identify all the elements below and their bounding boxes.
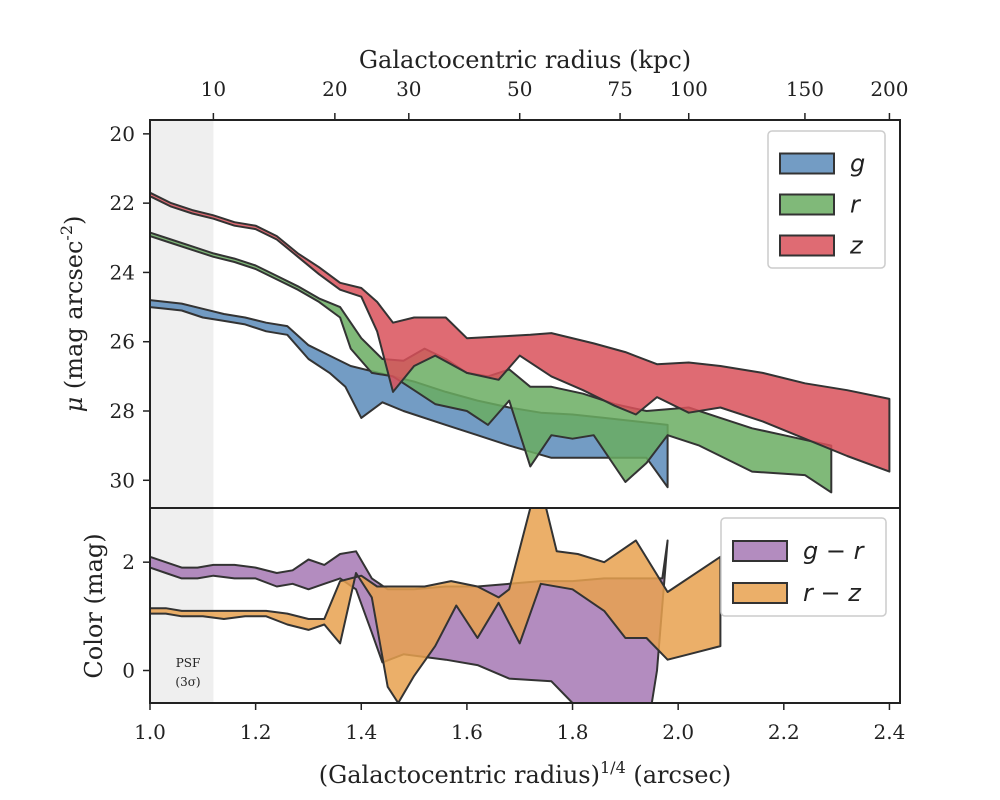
y-tick-label: 24 [110,260,135,284]
color-y-tick-label: 2 [122,550,135,574]
x-tick-label: 2.0 [662,720,694,744]
legend: g − r r − z [720,517,887,617]
top-x-tick-label: 100 [670,77,708,101]
x-tick-label: 1.4 [345,720,377,744]
psf-label: PSF [176,656,201,670]
y-tick-label: 20 [110,122,135,146]
bottom-panel-bands [150,508,722,703]
legend-swatch-r [779,193,835,216]
top-x-tick-label: 30 [396,77,421,101]
x-tick-label: 1.2 [240,720,272,744]
x-axis-label: (Galactocentric radius)1/4 (arcsec) [319,758,732,789]
y-tick-label: 30 [110,468,135,492]
psf-sigma-label: (3σ) [175,675,200,689]
x-tick-label: 1.6 [451,720,483,744]
color-y-tick-label: 0 [122,659,135,683]
x-tick-label: 2.4 [874,720,906,744]
x-tick-label: 1.0 [134,720,166,744]
legend-swatch-g [779,152,835,175]
bottom-panel-frame [149,507,901,704]
legend-label-g-minus-r: g − r [803,537,866,565]
y-axis-label: μ (mag arcsec-2) [57,216,88,413]
top-x-tick-label: 20 [322,77,347,101]
top-x-tick-label: 150 [786,77,824,101]
band-z [150,191,891,473]
color-y-axis-label: Color (mag) [80,533,108,678]
legend-label-z: z [849,232,864,260]
x-tick-label: 1.8 [557,720,589,744]
legend: grz [767,130,886,269]
band-r-minus-z [150,508,722,703]
band-r [150,231,833,494]
y-tick-label: 26 [110,330,135,354]
y-tick-label: 28 [110,399,135,423]
legend-label-r-minus-z: r − z [803,579,862,607]
top-axis-label: Galactocentric radius (kpc) [359,46,691,74]
top-x-tick-label: 10 [201,77,226,101]
top-x-tick-label: 50 [507,77,532,101]
legend-swatch-z [779,234,835,257]
top-x-tick-label: 75 [607,77,632,101]
top-panel-bands [150,191,891,494]
y-tick-label: 22 [110,191,135,215]
legend-swatch-g-minus-r [732,540,788,562]
x-tick-label: 2.2 [768,720,800,744]
top-x-tick-label: 200 [870,77,908,101]
legend-swatch-r-minus-z [732,582,788,604]
legend-label-g: g [850,150,865,178]
legend-label-r: r [850,191,862,219]
psf-region-bottom [150,508,214,703]
